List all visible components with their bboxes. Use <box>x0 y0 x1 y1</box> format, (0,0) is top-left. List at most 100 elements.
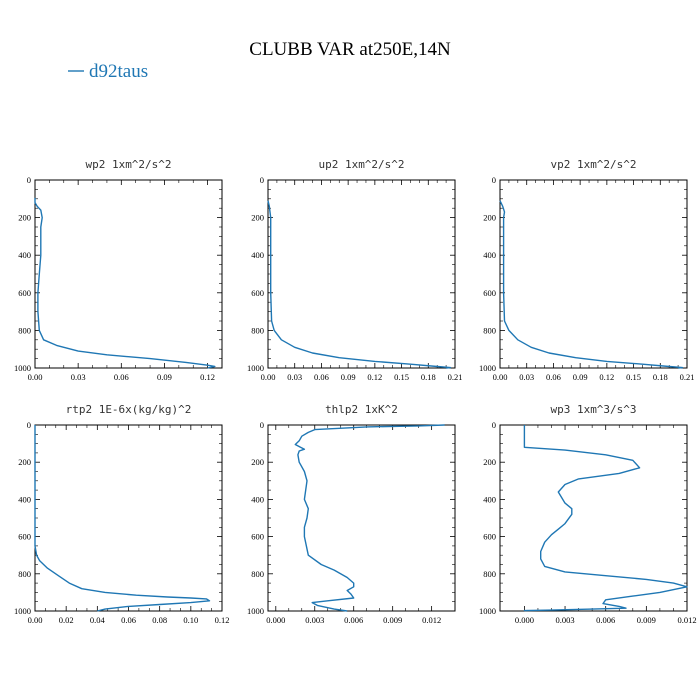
y-tick-label: 400 <box>251 250 264 260</box>
y-tick-label: 0 <box>27 420 31 430</box>
x-tick-label: 0.06 <box>314 372 329 382</box>
chart-panel-2: up2 1xm^2/s^2 0.00 0.03 0.06 0.09 0.12 0.15 0.1… <box>247 158 462 382</box>
y-tick-label: 800 <box>251 569 264 579</box>
x-tick-label: 0.000 <box>515 615 534 625</box>
y-tick-label: 200 <box>18 213 31 223</box>
series-line <box>34 197 216 369</box>
x-tick-label: 0.006 <box>596 615 615 625</box>
plot-frame <box>267 179 456 369</box>
x-tick-label: 0.15 <box>626 372 641 382</box>
x-tick-label: 0.006 <box>344 615 363 625</box>
plot-frame <box>34 179 223 369</box>
x-tick-label: 0.09 <box>341 372 356 382</box>
chart-panel-5: thlp2 1xK^2 0.000 0.003 0.006 0.009 0.012 0 200… <box>247 403 456 625</box>
x-tick-label: 0.06 <box>114 372 129 382</box>
x-tick-label: 0.009 <box>637 615 656 625</box>
x-tick-label: 0.02 <box>59 615 74 625</box>
x-tick-label: 0.08 <box>152 615 167 625</box>
x-tick-label: 0.10 <box>183 615 198 625</box>
y-tick-label: 200 <box>251 213 264 223</box>
panels: wp2 1xm^2/s^2 0.00 0.03 0.06 0.09 0.12 0 200 400… <box>14 158 697 625</box>
y-tick-label: 200 <box>18 457 31 467</box>
series-line <box>523 425 688 612</box>
panel-title: vp2 1xm^2/s^2 <box>550 158 636 171</box>
panel-title: wp3 1xm^3/s^3 <box>550 403 636 416</box>
y-tick-label: 600 <box>483 288 496 298</box>
x-tick-label: 0.03 <box>287 372 302 382</box>
y-tick-label: 600 <box>18 288 31 298</box>
y-tick-label: 600 <box>18 532 31 542</box>
y-tick-label: 800 <box>251 325 264 335</box>
x-tick-label: 0.06 <box>546 372 561 382</box>
x-tick-label: 0.06 <box>121 615 136 625</box>
y-tick-label: 200 <box>483 457 496 467</box>
x-tick-label: 0.00 <box>261 372 276 382</box>
x-tick-label: 0.003 <box>555 615 574 625</box>
x-tick-label: 0.12 <box>215 615 230 625</box>
y-tick-label: 400 <box>18 494 31 504</box>
y-tick-label: 0 <box>492 420 496 430</box>
x-tick-label: 0.03 <box>71 372 86 382</box>
chart-panel-4: rtp2 1E-6x(kg/kg)^2 0.00 0.02 0.04 0.06 0.08 0… <box>14 403 229 625</box>
y-tick-label: 400 <box>18 250 31 260</box>
panel-title: thlp2 1xK^2 <box>325 403 398 416</box>
y-tick-label: 400 <box>483 250 496 260</box>
x-tick-label: 0.04 <box>90 615 106 625</box>
panel-title: wp2 1xm^2/s^2 <box>85 158 171 171</box>
x-tick-label: 0.12 <box>599 372 614 382</box>
plot-frame <box>34 424 223 612</box>
x-tick-label: 0.15 <box>394 372 409 382</box>
x-tick-label: 0.18 <box>653 372 668 382</box>
legend-label: d92taus <box>89 61 148 82</box>
y-tick-label: 600 <box>251 532 264 542</box>
x-tick-label: 0.000 <box>266 615 285 625</box>
x-tick-label: 0.12 <box>367 372 382 382</box>
y-tick-label: 800 <box>18 325 31 335</box>
y-tick-label: 600 <box>251 288 264 298</box>
panel-title: rtp2 1E-6x(kg/kg)^2 <box>66 403 192 416</box>
y-tick-label: 200 <box>251 457 264 467</box>
y-tick-label: 400 <box>483 494 496 504</box>
y-tick-label: 1000 <box>14 363 31 373</box>
y-tick-label: 1000 <box>479 606 496 616</box>
legend: d92taus <box>68 61 148 82</box>
y-tick-label: 800 <box>483 325 496 335</box>
x-tick-label: 0.009 <box>383 615 402 625</box>
y-tick-label: 0 <box>260 175 264 185</box>
series-line <box>499 200 684 369</box>
x-tick-label: 0.012 <box>422 615 441 625</box>
x-tick-label: 0.21 <box>448 372 463 382</box>
y-tick-label: 1000 <box>247 606 264 616</box>
x-tick-label: 0.09 <box>573 372 588 382</box>
series-line <box>294 424 445 612</box>
y-tick-label: 0 <box>260 420 264 430</box>
x-tick-label: 0.00 <box>28 615 43 625</box>
y-tick-label: 1000 <box>479 363 496 373</box>
x-tick-label: 0.12 <box>200 372 215 382</box>
chart-panel-3: vp2 1xm^2/s^2 0.00 0.03 0.06 0.09 0.12 0.15 0.1… <box>479 158 694 382</box>
plot-frame <box>499 179 688 369</box>
y-tick-label: 800 <box>483 569 496 579</box>
x-tick-label: 0.00 <box>28 372 43 382</box>
figure-title: CLUBB VAR at250E,14N <box>249 39 451 60</box>
series-line <box>34 425 211 612</box>
panel-title: up2 1xm^2/s^2 <box>318 158 404 171</box>
x-tick-label: 0.012 <box>677 615 696 625</box>
x-tick-label: 0.03 <box>519 372 534 382</box>
y-tick-label: 1000 <box>14 606 31 616</box>
chart-panel-1: wp2 1xm^2/s^2 0.00 0.03 0.06 0.09 0.12 0 200 400… <box>14 158 223 382</box>
x-tick-label: 0.09 <box>157 372 172 382</box>
y-tick-label: 0 <box>492 175 496 185</box>
series-line <box>267 200 452 369</box>
y-tick-label: 800 <box>18 569 31 579</box>
x-tick-label: 0.18 <box>421 372 436 382</box>
x-tick-label: 0.21 <box>680 372 695 382</box>
y-tick-label: 1000 <box>247 363 264 373</box>
y-tick-label: 200 <box>483 213 496 223</box>
y-tick-label: 600 <box>483 532 496 542</box>
y-tick-label: 400 <box>251 494 264 504</box>
x-tick-label: 0.003 <box>305 615 324 625</box>
plot-frame <box>267 424 456 612</box>
y-tick-label: 0 <box>27 175 31 185</box>
